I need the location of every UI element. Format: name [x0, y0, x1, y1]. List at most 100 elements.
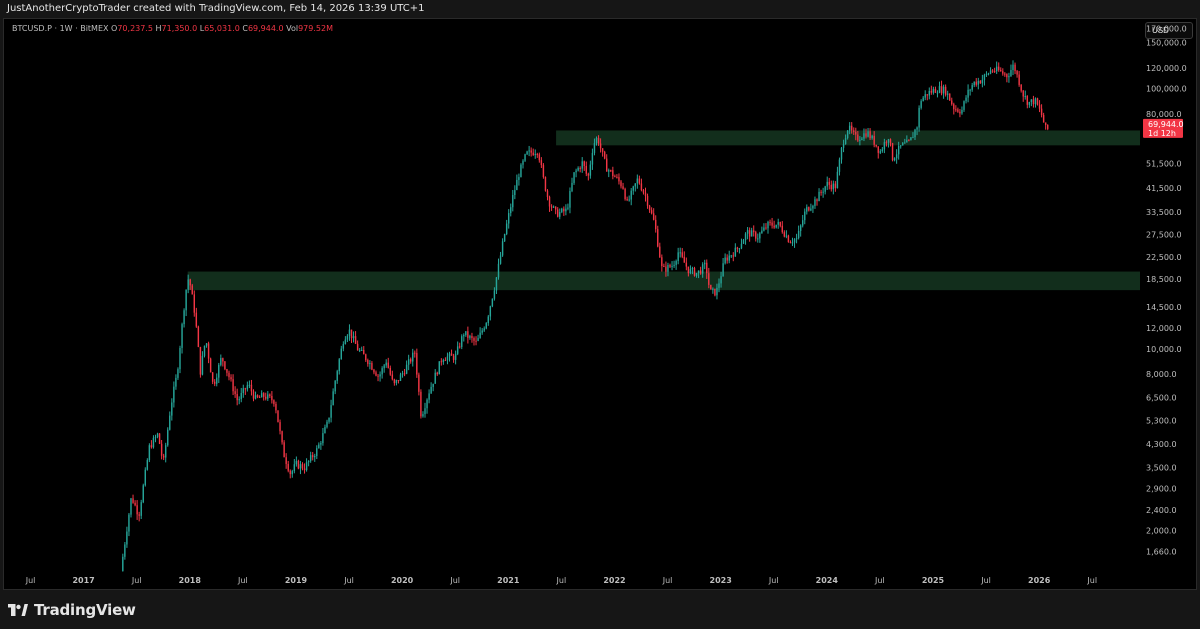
candle-body [140, 502, 142, 516]
candle [677, 247, 679, 265]
candle-body [936, 92, 939, 94]
candle [591, 148, 594, 170]
candle [497, 258, 500, 280]
candle [199, 346, 202, 378]
candle [612, 166, 614, 180]
candle-body [493, 290, 496, 299]
candlestick-chart[interactable]: 170,000.0 150,000.0 120,000.0 100,000.0 80,0… [4, 19, 1196, 589]
candle [657, 225, 659, 248]
candle-body [207, 343, 210, 359]
x-tick-label: 2021 [497, 576, 520, 585]
candle-body [693, 268, 696, 276]
candle [595, 136, 598, 146]
candle-body [763, 227, 765, 231]
candle [716, 283, 718, 300]
candle [642, 188, 645, 195]
candle [687, 266, 690, 277]
candle [810, 203, 812, 212]
tradingview-logo[interactable]: TradingView [8, 601, 136, 619]
candle-body [516, 179, 518, 191]
candle [483, 326, 485, 332]
candle-body [514, 190, 516, 195]
candle-body [777, 222, 779, 225]
candle [887, 138, 890, 148]
candle [1010, 64, 1012, 77]
candle-body [922, 97, 924, 102]
candle [614, 174, 616, 178]
candle-body [838, 159, 841, 172]
candle [944, 84, 947, 97]
symbol-title[interactable]: BTCUSD.P · 1W · BitMEX [12, 24, 109, 33]
candle [977, 77, 980, 90]
candle [750, 227, 753, 237]
candle [503, 233, 506, 242]
candle-body [728, 255, 730, 261]
candle [779, 221, 781, 228]
candle [695, 272, 698, 278]
candle-body [881, 149, 884, 152]
x-tick-label: 2020 [391, 576, 414, 585]
candle [769, 219, 771, 226]
candle [559, 208, 561, 220]
candle [520, 163, 522, 178]
candle [652, 208, 655, 221]
candle-body [269, 394, 271, 396]
candle-body [826, 181, 828, 187]
candle-body [1006, 74, 1008, 78]
candle [467, 326, 469, 344]
candle-body [273, 400, 275, 404]
candle-body [583, 161, 585, 166]
candle-body [320, 443, 322, 445]
candle-body [697, 270, 700, 273]
candle-body [991, 70, 994, 72]
candle-body [940, 86, 943, 94]
candle [307, 460, 310, 467]
candle-body [348, 329, 351, 336]
axis-layer: 170,000.0 150,000.0 120,000.0 100,000.0 80,0… [25, 25, 1187, 585]
candle [265, 392, 267, 401]
tradingview-logo-icon [8, 603, 28, 616]
x-tick-label: Jul [556, 576, 567, 585]
candle-body [512, 194, 514, 208]
candle-body [554, 206, 557, 210]
candle-body [524, 154, 526, 161]
candle [759, 231, 761, 243]
candle-body [303, 468, 306, 471]
candle [969, 88, 971, 96]
candle [998, 62, 1000, 72]
currency-button[interactable]: USD [1145, 22, 1193, 39]
candle [146, 458, 149, 471]
candle-body [993, 70, 996, 72]
candle [277, 410, 279, 423]
x-tick-label: 2023 [710, 576, 732, 585]
candle [646, 193, 649, 209]
candle-body [712, 288, 714, 290]
candle [599, 138, 602, 153]
candle [601, 148, 604, 157]
candle [736, 246, 739, 253]
candle-body [650, 210, 653, 214]
candle [152, 435, 155, 449]
candle-body [167, 429, 169, 446]
candle [924, 90, 926, 101]
candle [1006, 73, 1008, 83]
candle-body [344, 339, 347, 345]
candle [995, 61, 998, 75]
candle-body [1034, 98, 1037, 105]
chart-panel[interactable]: BTCUSD.P · 1W · BitMEX O70,237.5 H71,350… [3, 18, 1197, 590]
candle [967, 84, 969, 103]
candle-body [801, 220, 804, 226]
candle-body [561, 208, 563, 213]
candle [218, 362, 220, 384]
candle [885, 140, 888, 147]
candle-body [1028, 101, 1031, 105]
candle [959, 109, 961, 118]
candle-body [955, 109, 957, 111]
candle [879, 149, 882, 155]
y-tick-label: 33,500.0 [1146, 208, 1182, 217]
candle-body [1024, 96, 1026, 98]
candle [289, 469, 291, 479]
candle [448, 351, 451, 362]
candle [240, 387, 242, 403]
candle-body [352, 336, 355, 339]
